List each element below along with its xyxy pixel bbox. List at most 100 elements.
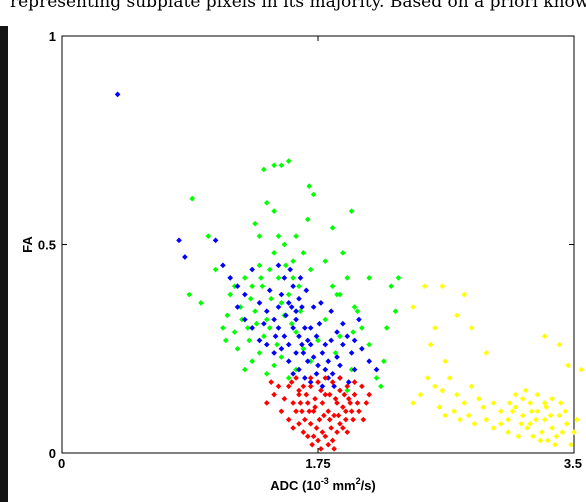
data-point [304,337,311,344]
data-point [261,333,267,340]
data-point [290,283,296,290]
data-point [290,425,296,431]
data-point [306,408,313,415]
data-point [293,366,299,373]
data-point [515,433,522,440]
data-point [342,408,349,415]
data-point [322,341,329,348]
data-point [356,316,362,323]
data-point [293,375,299,381]
data-point [331,412,337,419]
data-point [359,345,365,352]
data-point [454,312,460,319]
data-point [256,233,263,239]
data-point [388,283,394,290]
data-point [337,333,343,340]
data-point [278,162,285,169]
data-point [249,325,255,331]
data-point [556,341,563,348]
data-point [461,291,468,298]
y-axis-label: FA [20,236,35,253]
data-point [313,425,320,431]
data-point [524,425,531,431]
data-point [326,391,333,398]
data-point [266,325,273,331]
data-point [528,408,535,415]
data-point [293,329,299,335]
data-point [256,262,263,269]
data-point [544,437,551,444]
data-point [512,391,519,398]
data-point [373,366,380,373]
data-point [285,416,292,423]
data-point [328,425,334,431]
data-point [427,341,434,348]
data-point [227,291,234,298]
data-point [356,408,362,415]
data-point [253,320,260,327]
data-point [300,350,307,356]
x-axis-label-part2: mm [329,478,356,493]
data-point [325,441,332,448]
data-point [293,308,299,315]
data-point [360,416,367,423]
data-point [278,291,285,298]
data-point [316,320,323,327]
data-point [439,387,446,394]
data-point [266,287,273,294]
data-point [334,354,340,360]
data-point [287,266,294,273]
data-point [328,337,334,344]
data-point [543,404,550,410]
data-point [446,375,453,381]
data-point [465,412,472,419]
x-tick-label: 3.5 [564,456,582,471]
data-point [318,300,324,306]
data-point [565,362,571,369]
data-point [451,408,457,415]
data-point [329,379,336,385]
data-point [442,358,449,365]
data-point [344,383,351,390]
data-point [490,400,497,406]
data-point [282,262,289,269]
data-point [335,412,342,419]
data-point [249,283,255,290]
data-point [563,420,570,427]
data-point [296,295,302,302]
data-point [538,429,545,435]
data-point [348,350,355,356]
data-point [537,437,544,444]
data-point [530,433,536,440]
data-point [293,233,299,239]
data-point [321,412,327,419]
data-point [275,383,282,390]
data-point [186,291,193,298]
data-point [505,416,511,423]
data-point [310,433,317,440]
data-point [256,300,263,306]
data-point [282,312,289,319]
data-point [114,91,121,98]
data-point [350,329,356,335]
data-point [223,337,229,344]
data-point [312,395,318,402]
data-point [274,341,280,348]
data-point [307,383,314,390]
data-point [334,291,340,298]
data-point [559,429,566,435]
data-point [271,316,277,323]
data-point [332,395,339,402]
data-point [259,283,266,290]
axis-ticks: 0 1.75 3.5 0 0.5 1 [38,29,582,471]
data-point [326,416,333,423]
data-point [410,304,416,310]
data-point [242,316,248,323]
data-point [350,416,356,423]
data-point [373,375,380,381]
plot-area [61,35,575,454]
data-point [392,308,399,315]
data-point [341,391,348,398]
data-point [505,429,511,435]
